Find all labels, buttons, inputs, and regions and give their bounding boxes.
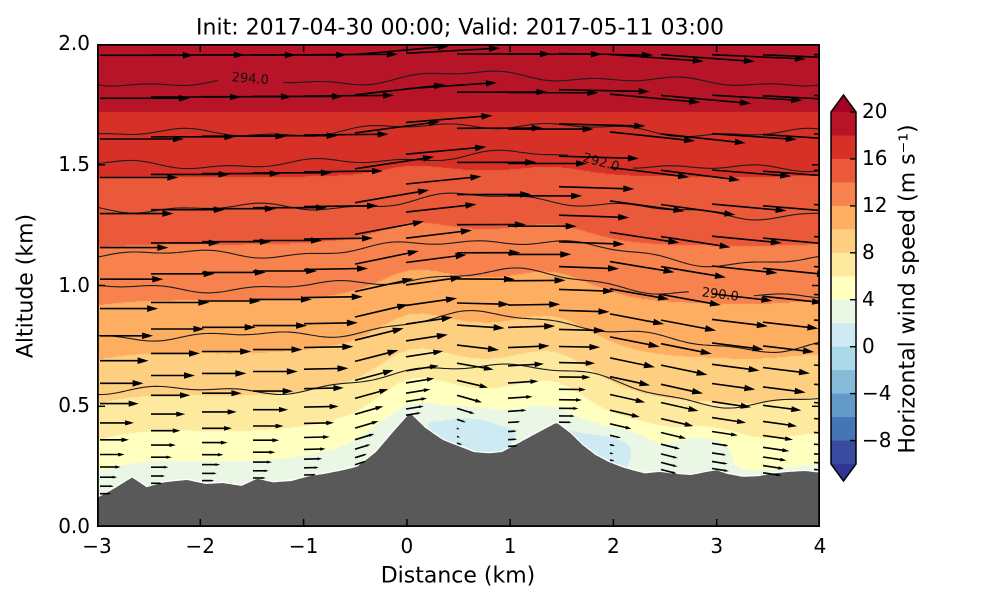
- theta-contour-label: 294.0: [231, 70, 269, 88]
- colorbar-tick-label: 8: [862, 239, 875, 264]
- colorbar-tick-label: 12: [862, 192, 888, 217]
- colorbar-extend-max-arrow: [831, 95, 856, 112]
- x-tick-label: 4: [813, 534, 827, 558]
- colorbar: [830, 93, 857, 483]
- colorbar-label: Horizontal wind speed (m s⁻¹): [895, 124, 921, 454]
- terrain-fill: [97, 414, 820, 527]
- y-axis-label: Altitude (km): [13, 213, 39, 359]
- y-tick-label: 2.0: [58, 31, 90, 55]
- theta-contour-lines: [97, 70, 820, 409]
- plot-title: Init: 2017-04-30 00:00; Valid: 2017-05-1…: [196, 15, 724, 41]
- colorbar-tick-label: −8: [862, 427, 892, 452]
- plot-frame: [97, 44, 820, 527]
- plot-area: 294.0 292.0 290.0: [97, 44, 820, 527]
- colorbar-tick-label: 16: [862, 145, 888, 170]
- colorbar-extend-min-arrow: [831, 464, 856, 481]
- colorbar-tick-label: 0: [862, 333, 875, 358]
- theta-contour-label: 292.0: [581, 151, 621, 175]
- y-tick-label: 0.5: [58, 393, 90, 418]
- terrain: [97, 412, 820, 527]
- x-tick-label: 2: [607, 534, 620, 558]
- x-tick-label: −3: [82, 534, 112, 558]
- x-tick-label: 1: [503, 534, 517, 558]
- y-tick-label: 1.0: [58, 272, 90, 297]
- colorbar-tick-label: −4: [862, 380, 892, 405]
- y-tick-label: 1.5: [58, 151, 90, 176]
- x-tick-label: 0: [400, 534, 414, 558]
- colorbar-outline: [830, 93, 857, 483]
- colorbar-bands: [831, 95, 856, 481]
- y-tick-label: 0.0: [58, 514, 90, 538]
- colorbar-tick-label: 20: [862, 99, 888, 123]
- wind-vectors: [100, 44, 820, 495]
- x-axis-label: Distance (km): [380, 563, 536, 589]
- colorbar-tick-label: 4: [862, 286, 875, 311]
- x-tick-label: −1: [288, 534, 319, 558]
- x-tick-label: −2: [185, 534, 216, 558]
- colorbar-ticks: [850, 111, 856, 442]
- x-tick-label: 3: [710, 534, 724, 558]
